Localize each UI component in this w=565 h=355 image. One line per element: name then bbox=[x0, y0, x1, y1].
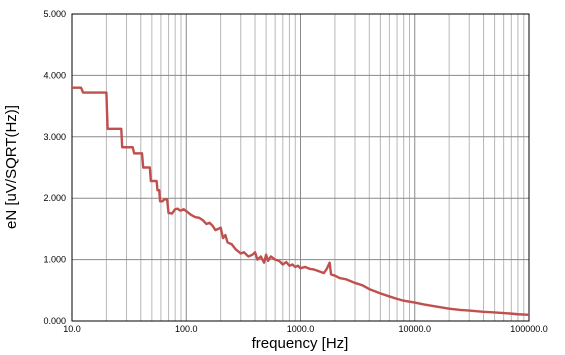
y-tick-label: 3.000 bbox=[43, 132, 66, 142]
x-tick-label: 100000.0 bbox=[510, 324, 548, 334]
tick-labels: 10.0 100.0 1000.0 10000.0 100000.0 0.000 1.000… bbox=[43, 9, 547, 334]
series-line-eN bbox=[72, 86, 530, 317]
x-tick-label: 10000.0 bbox=[398, 324, 431, 334]
x-axis-title: frequency [Hz] bbox=[252, 335, 349, 352]
y-tick-label: 2.000 bbox=[43, 193, 66, 203]
y-tick-label: 0.000 bbox=[43, 316, 66, 326]
y-tick-label: 4.000 bbox=[43, 70, 66, 80]
y-axis-title: eN [uV/SQRT(Hz)] bbox=[3, 105, 20, 229]
grid bbox=[72, 14, 529, 321]
y-tick-label: 1.000 bbox=[43, 255, 66, 265]
x-tick-label: 100.0 bbox=[175, 324, 198, 334]
x-tick-label: 1000.0 bbox=[287, 324, 315, 334]
y-tick-label: 5.000 bbox=[43, 9, 66, 19]
x-tick-label: 10.0 bbox=[63, 324, 81, 334]
plot-area-frame bbox=[71, 13, 530, 322]
